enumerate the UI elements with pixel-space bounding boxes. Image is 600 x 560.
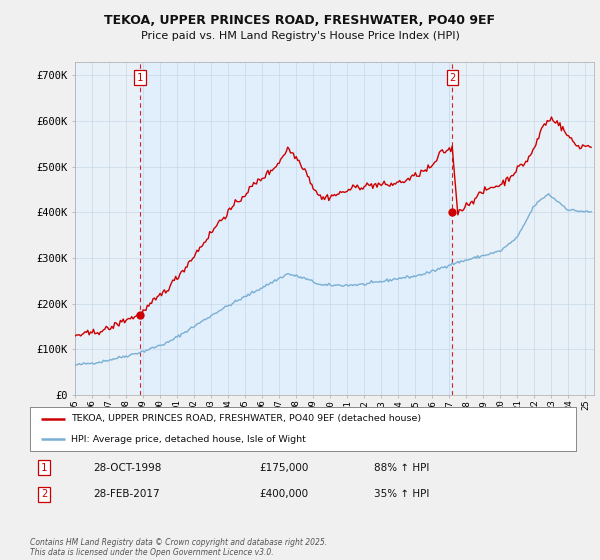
Bar <box>140 62 452 395</box>
Text: £400,000: £400,000 <box>259 489 308 500</box>
Text: Contains HM Land Registry data © Crown copyright and database right 2025.
This d: Contains HM Land Registry data © Crown c… <box>30 538 327 557</box>
Text: Price paid vs. HM Land Registry's House Price Index (HPI): Price paid vs. HM Land Registry's House … <box>140 31 460 41</box>
Text: HPI: Average price, detached house, Isle of Wight: HPI: Average price, detached house, Isle… <box>71 435 306 444</box>
Text: 28-OCT-1998: 28-OCT-1998 <box>93 463 161 473</box>
Text: £175,000: £175,000 <box>259 463 308 473</box>
Text: 1: 1 <box>41 463 47 473</box>
Text: 35% ↑ HPI: 35% ↑ HPI <box>374 489 430 500</box>
Text: 2: 2 <box>449 73 455 82</box>
Text: 1: 1 <box>137 73 143 82</box>
Text: TEKOA, UPPER PRINCES ROAD, FRESHWATER, PO40 9EF: TEKOA, UPPER PRINCES ROAD, FRESHWATER, P… <box>104 14 496 27</box>
Text: TEKOA, UPPER PRINCES ROAD, FRESHWATER, PO40 9EF (detached house): TEKOA, UPPER PRINCES ROAD, FRESHWATER, P… <box>71 414 421 423</box>
Text: 28-FEB-2017: 28-FEB-2017 <box>93 489 160 500</box>
Text: 2: 2 <box>41 489 47 500</box>
Text: 88% ↑ HPI: 88% ↑ HPI <box>374 463 430 473</box>
